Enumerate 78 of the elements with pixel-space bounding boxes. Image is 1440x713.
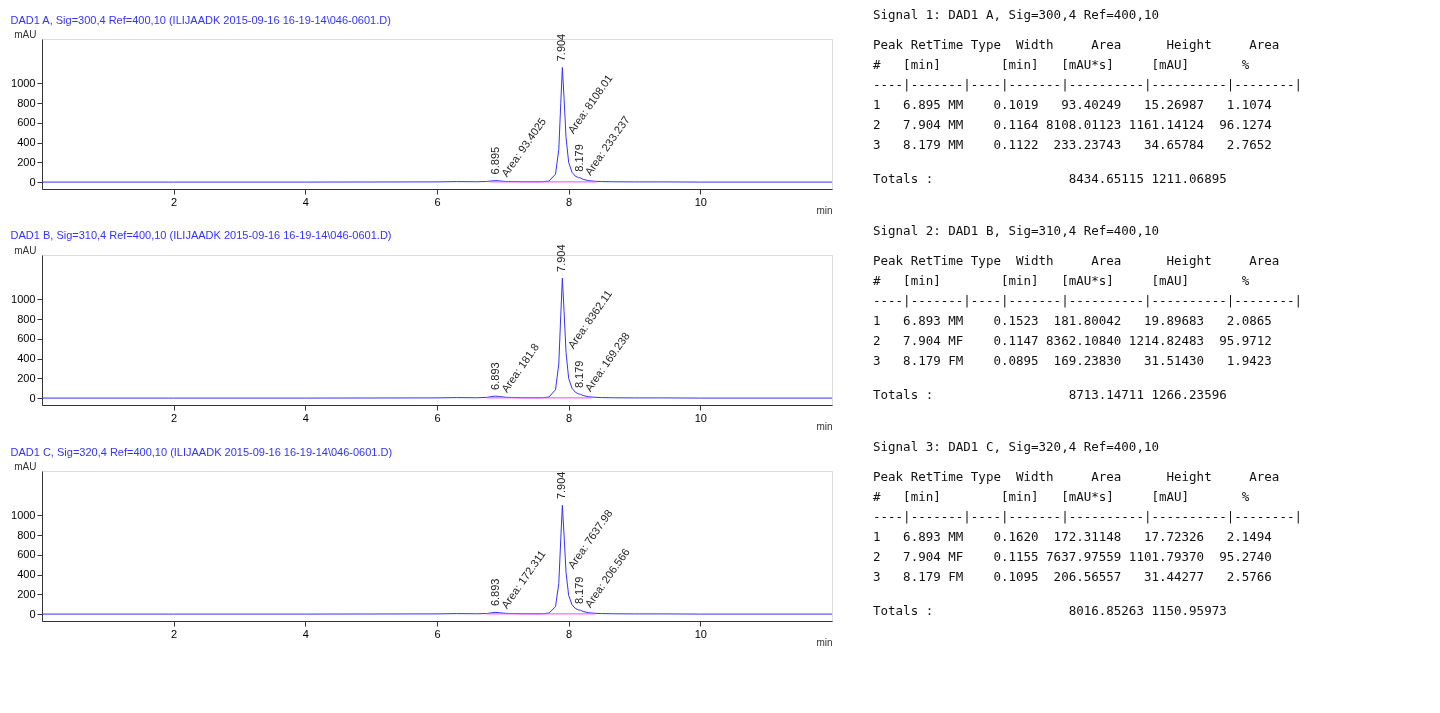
text: 3 8.179 FM 0.1095 206.56557 31.44277 2.5766	[873, 569, 1272, 584]
y-tick-label: 400	[17, 136, 36, 149]
y-axis-title: mAU	[14, 460, 37, 472]
y-tick-label: 600	[17, 116, 36, 129]
line-series	[42, 504, 832, 615]
x-tick-label: 8	[566, 411, 573, 424]
chart-title: DAD1 B, Sig=310,4 Ref=400,10 (ILIJAADK 2015-09-16 16-19-14\046-0601.D)	[10, 229, 392, 242]
y-tick-label: 600	[17, 548, 36, 561]
annotation: 7.904	[555, 471, 568, 500]
x-tick-label: 2	[171, 627, 178, 640]
annotation: 6.895	[488, 146, 501, 175]
text: # [min] [min] [mAU*s] [mAU] %	[873, 57, 1250, 72]
annotation: 8.179	[573, 144, 586, 172]
text: 3 8.179 MM 0.1122 233.23743 34.65784 2.7652	[873, 137, 1272, 152]
y-tick-label: 800	[17, 96, 36, 109]
x-tick-label: 2	[171, 195, 178, 208]
text: 2 7.904 MF 0.1155 7637.97559 1101.79370 95.2740	[873, 549, 1272, 564]
text: 1 6.895 MM 0.1019 93.40249 15.26987 1.1074	[873, 97, 1272, 112]
x-tick-label: 10	[694, 195, 707, 208]
text: Totals : 8016.85263 1150.95973	[873, 603, 1227, 618]
text: Peak RetTime Type Width Area Height Area	[873, 37, 1280, 52]
text: Signal 3: DAD1 C, Sig=320,4 Ref=400,10	[873, 438, 1159, 454]
y-tick-label: 0	[29, 391, 36, 404]
chart-title: DAD1 A, Sig=300,4 Ref=400,10 (ILIJAADK 2015-09-16 16-19-14\046-0601.D)	[10, 14, 391, 26]
text: 2 7.904 MF 0.1147 8362.10840 1214.82483 95.9712	[873, 333, 1272, 348]
text: ----|-------|----|-------|----------|----------|--------|	[873, 293, 1302, 308]
text: Totals : 8713.14711 1266.23596	[873, 387, 1227, 402]
y-tick-label: 600	[17, 332, 36, 345]
text: Totals : 8434.65115 1211.06895	[873, 171, 1227, 186]
x-tick-label: 6	[434, 627, 441, 640]
text: 2 7.904 MM 0.1164 8108.01123 1161.14124 96.1274	[873, 117, 1272, 132]
text: 3 8.179 FM 0.0895 169.23830 31.51430 1.9423	[873, 353, 1272, 368]
y-axis-title: mAU	[14, 28, 37, 40]
y-tick-label: 1000	[11, 508, 36, 521]
x-tick-label: 4	[302, 195, 309, 208]
annotation: 7.904	[555, 244, 568, 272]
y-tick-label: 200	[17, 371, 36, 384]
annotation: 8.179	[573, 360, 586, 389]
y-tick-label: 800	[17, 312, 36, 325]
text: Signal 1: DAD1 A, Sig=300,4 Ref=400,10	[873, 6, 1159, 22]
x-tick-label: 8	[566, 627, 573, 640]
x-axis-title: min	[816, 636, 833, 648]
text: Peak RetTime Type Width Area Height Area	[873, 469, 1280, 484]
x-axis-title: min	[816, 204, 833, 216]
chart-title: DAD1 C, Sig=320,4 Ref=400,10 (ILIJAADK 2015-09-16 16-19-14\046-0601.D)	[10, 446, 393, 458]
x-tick-label: 4	[302, 411, 309, 424]
annotation: 7.904	[555, 33, 568, 62]
y-tick-label: 800	[17, 528, 36, 541]
x-tick-label: 2	[171, 411, 178, 424]
annotation: 8.179	[573, 576, 586, 605]
y-tick-label: 200	[17, 155, 36, 168]
y-tick-label: 0	[29, 175, 36, 188]
line-series	[42, 67, 832, 183]
text: Peak RetTime Type Width Area Height Area	[873, 253, 1280, 268]
y-tick-label: 400	[17, 568, 36, 581]
text: 1 6.893 MM 0.1620 172.31148 17.72326 2.1494	[873, 529, 1272, 544]
x-tick-label: 10	[694, 411, 707, 424]
y-tick-label: 1000	[11, 76, 36, 89]
x-tick-label: 10	[694, 627, 707, 640]
text: 1 6.893 MM 0.1523 181.80042 19.89683 2.0865	[873, 313, 1272, 328]
text: # [min] [min] [mAU*s] [mAU] %	[873, 489, 1250, 504]
x-tick-label: 8	[566, 195, 573, 208]
y-tick-label: 0	[29, 607, 36, 620]
y-axis-title: mAU	[14, 244, 37, 256]
text: ----|-------|----|-------|----------|----------|--------|	[873, 77, 1302, 92]
x-tick-label: 4	[302, 627, 309, 640]
text: # [min] [min] [mAU*s] [mAU] %	[873, 273, 1250, 288]
line-series	[42, 277, 832, 399]
y-tick-label: 200	[17, 587, 36, 600]
y-tick-label: 400	[17, 352, 36, 365]
annotation: 6.893	[488, 578, 501, 607]
x-tick-label: 6	[434, 411, 441, 424]
y-tick-label: 1000	[11, 292, 36, 305]
x-tick-label: 6	[434, 195, 441, 208]
annotation: 6.893	[488, 362, 501, 390]
text: Signal 2: DAD1 B, Sig=310,4 Ref=400,10	[873, 222, 1159, 238]
x-axis-title: min	[816, 420, 833, 432]
text: ----|-------|----|-------|----------|----------|--------|	[873, 509, 1302, 524]
